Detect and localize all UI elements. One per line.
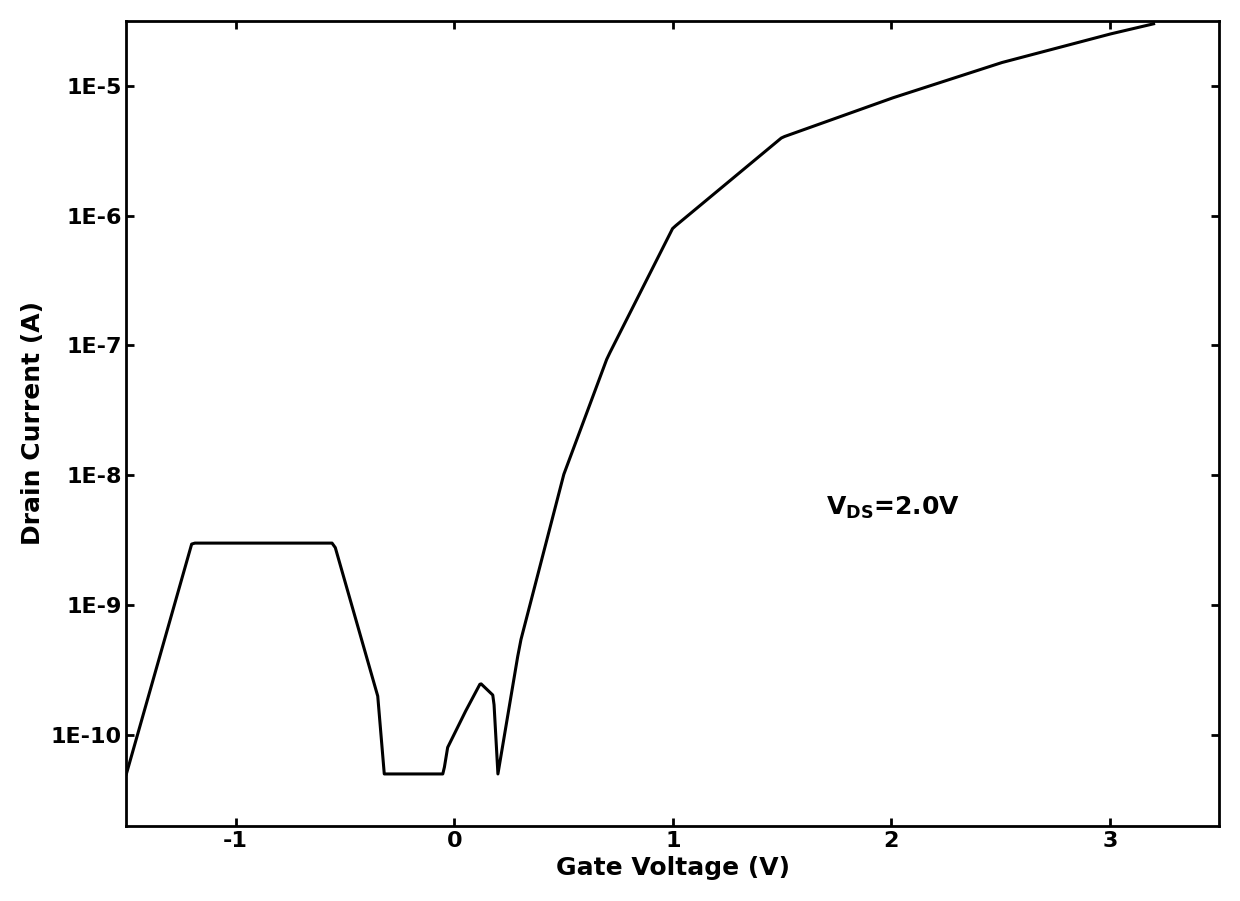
Y-axis label: Drain Current (A): Drain Current (A): [21, 301, 45, 545]
Text: V$_{\mathregular{DS}}$=2.0V: V$_{\mathregular{DS}}$=2.0V: [826, 495, 960, 521]
X-axis label: Gate Voltage (V): Gate Voltage (V): [556, 856, 790, 880]
